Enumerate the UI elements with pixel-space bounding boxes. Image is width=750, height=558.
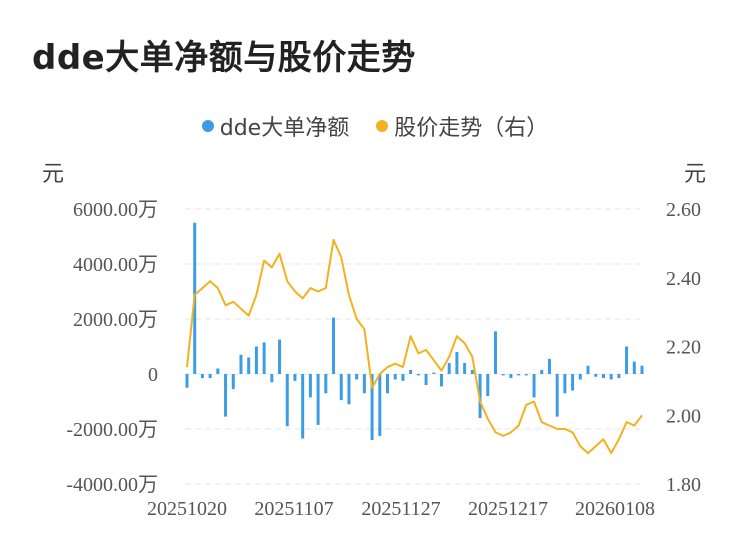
bar: [547, 358, 551, 374]
price-line: [186, 238, 643, 455]
bar: [370, 374, 374, 440]
bar: [409, 369, 413, 374]
bar: [324, 374, 328, 394]
right-tick-label: 2.20: [666, 337, 701, 359]
bar: [586, 365, 590, 374]
left-tick-label: 0: [148, 364, 158, 386]
bar: [640, 365, 644, 374]
bar: [270, 374, 274, 383]
legend-item-bars[interactable]: dde大单净额: [201, 110, 350, 142]
bar: [447, 363, 451, 374]
bar: [609, 374, 613, 380]
chart-title: dde大单净额与股价走势: [32, 38, 416, 78]
x-tick-label: 20251107: [254, 498, 333, 520]
bar: [224, 374, 228, 417]
left-tick-label: -2000.00万: [66, 419, 158, 441]
bar: [563, 374, 567, 394]
bar: [632, 361, 636, 374]
bar: [339, 374, 343, 401]
bar: [625, 346, 629, 374]
bar: [455, 352, 459, 374]
bar: [239, 354, 243, 374]
x-tick-label: 20251127: [361, 498, 440, 520]
bar: [247, 357, 251, 374]
bar: [362, 374, 366, 394]
bar: [439, 374, 443, 387]
right-axis-unit: 元: [683, 162, 706, 187]
right-tick-label: 2.40: [666, 268, 701, 290]
bar: [316, 374, 320, 425]
bar: [278, 339, 282, 374]
bar: [332, 317, 336, 374]
bar: [231, 374, 235, 390]
left-tick-label: 6000.00万: [73, 199, 158, 221]
bar: [601, 374, 605, 379]
legend-item-line[interactable]: 股价走势（右）: [376, 110, 548, 142]
legend-line-marker: [376, 120, 389, 132]
bar: [254, 346, 258, 374]
bar: [378, 374, 382, 436]
bar: [208, 374, 212, 379]
bar: [293, 374, 297, 381]
bar: [308, 374, 312, 398]
x-tick-label: 20251217: [468, 498, 548, 520]
legend-bar-marker: [201, 120, 214, 132]
legend: dde大单净额 股价走势（右）: [0, 110, 750, 142]
left-tick-label: 4000.00万: [73, 254, 158, 276]
bar: [532, 374, 536, 398]
bar: [285, 374, 289, 427]
bar: [200, 374, 204, 379]
bar: [401, 374, 405, 381]
bar: [486, 374, 490, 396]
legend-bar-label: dde大单净额: [219, 116, 350, 141]
right-tick-label: 2.00: [666, 405, 701, 427]
bar: [493, 331, 497, 374]
bar: [301, 374, 305, 439]
bar: [509, 374, 513, 379]
bar: [517, 374, 521, 376]
bar: [524, 374, 528, 376]
bar: [617, 374, 621, 379]
bar: [463, 363, 467, 374]
bar: [540, 369, 544, 374]
x-tick-label: 20251020: [147, 498, 227, 520]
right-tick-label: 2.60: [666, 199, 701, 221]
bar: [347, 374, 351, 405]
bar: [470, 369, 474, 374]
bar: [555, 374, 559, 417]
left-tick-label: 2000.00万: [73, 309, 158, 331]
bar: [594, 374, 598, 377]
bar: [185, 374, 189, 388]
bar: [416, 374, 420, 376]
right-tick-label: 1.80: [666, 474, 701, 496]
bar: [386, 374, 390, 394]
left-axis-unit: 元: [42, 162, 65, 187]
bar: [501, 374, 505, 376]
legend-line-label: 股价走势（右）: [394, 116, 549, 141]
bar: [424, 374, 428, 385]
x-tick-label: 20260108: [575, 498, 655, 520]
bar: [216, 368, 220, 374]
left-tick-label: -4000.00万: [66, 474, 158, 496]
bar: [578, 374, 582, 380]
bar: [393, 374, 397, 380]
bar: [432, 372, 436, 374]
bar: [355, 374, 359, 380]
bar: [262, 342, 266, 374]
bar: [571, 374, 575, 391]
